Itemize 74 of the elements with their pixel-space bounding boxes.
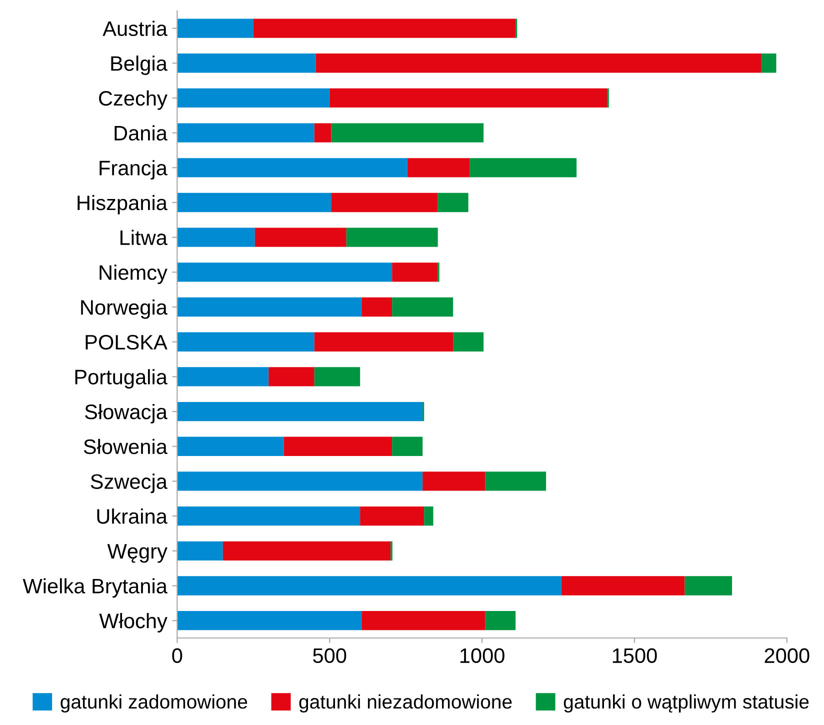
bar — [316, 54, 762, 73]
x-tick-label: 1000 — [460, 648, 504, 664]
y-tick-label: Węgry — [107, 544, 168, 563]
bar — [177, 611, 362, 630]
bar — [314, 367, 360, 386]
bar — [362, 611, 486, 630]
y-tick-label: Słowenia — [84, 438, 168, 454]
bar — [177, 332, 314, 352]
bar — [330, 88, 608, 108]
bar — [177, 54, 316, 73]
legend-label: gatunki o wątpliwym statusie — [564, 694, 809, 713]
y-tick-label: Belgia — [111, 56, 168, 76]
bar — [392, 262, 438, 282]
y-tick-label: Ukraina — [97, 508, 168, 524]
bar — [177, 436, 284, 456]
bar — [177, 576, 562, 596]
bar — [177, 262, 392, 282]
bar — [314, 123, 332, 142]
bar — [177, 228, 255, 247]
bar — [346, 228, 438, 247]
bar — [561, 576, 685, 596]
bar — [761, 54, 776, 73]
bar — [392, 297, 454, 317]
bar — [360, 506, 424, 526]
bar — [392, 436, 423, 456]
bar — [284, 436, 392, 456]
x-tick-label: 1500 — [612, 648, 657, 664]
legend-label: gatunki niezadomowione — [299, 694, 512, 713]
bar — [177, 18, 254, 38]
bar — [177, 367, 269, 386]
bar — [438, 192, 468, 212]
x-tick-label: 0 — [172, 648, 182, 664]
bar — [177, 158, 408, 178]
y-tick-label: Wielka Brytania — [22, 578, 168, 598]
bar — [362, 297, 392, 317]
y-tick-label: Austria — [102, 20, 168, 36]
y-tick-label: Szwecja — [90, 474, 168, 494]
y-tick-label: Słowacja — [85, 404, 168, 424]
bar — [177, 88, 330, 108]
y-tick-label: Czechy — [99, 90, 168, 110]
y-tick-label: Hiszpania — [78, 194, 168, 214]
y-tick-label: Niemcy — [100, 264, 168, 284]
bar — [177, 402, 423, 422]
bar — [470, 158, 577, 178]
bar — [254, 228, 346, 247]
x-tick-label: 500 — [313, 648, 346, 664]
bar — [485, 611, 516, 630]
bar — [407, 158, 470, 178]
bar — [177, 123, 314, 142]
bar — [314, 332, 454, 352]
bar — [268, 367, 314, 386]
bar — [485, 472, 546, 491]
y-tick-label: Francja — [100, 160, 168, 180]
bar — [331, 192, 438, 212]
x-tick-label: 2000 — [764, 648, 810, 664]
bar — [331, 123, 484, 142]
y-tick-label: Dania — [114, 125, 168, 141]
bar — [177, 506, 360, 526]
bar — [177, 541, 223, 560]
bar — [177, 297, 362, 317]
bar — [424, 506, 434, 526]
bar — [177, 472, 423, 491]
bar — [177, 192, 332, 212]
bar — [453, 332, 484, 352]
y-tick-label: Portugalia — [75, 369, 168, 389]
bar — [222, 541, 391, 560]
legend-label: gatunki zadomowione — [60, 694, 248, 713]
bar — [253, 18, 516, 38]
y-tick-label: Litwa — [120, 230, 168, 246]
y-tick-label: Włochy — [99, 613, 168, 632]
bar — [684, 576, 732, 596]
y-tick-label: POLSKA — [86, 334, 168, 350]
y-tick-label: Norwegia — [81, 299, 168, 319]
bar — [422, 472, 486, 491]
